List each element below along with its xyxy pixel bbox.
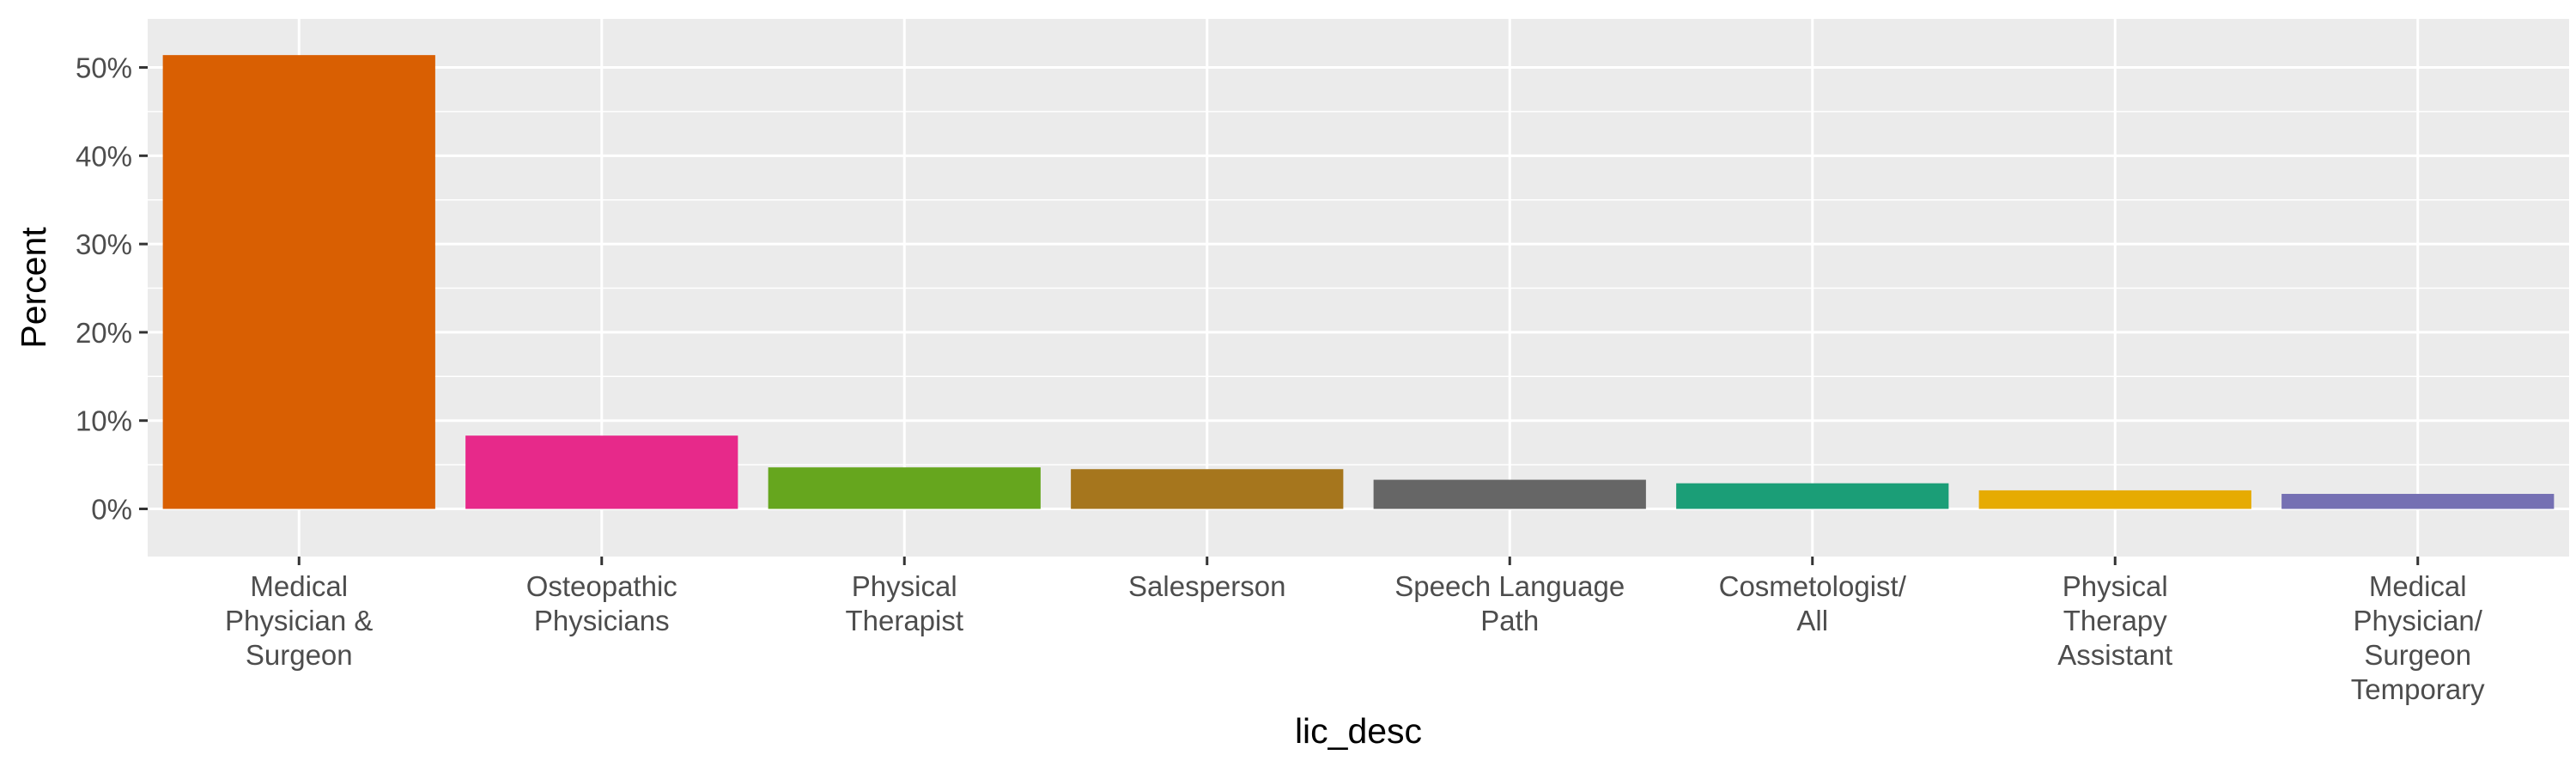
x-tick-label: Physical Therapist xyxy=(845,570,963,636)
bar xyxy=(162,55,435,509)
x-tick-label: Speech Language Path xyxy=(1394,570,1625,636)
x-tick-label-line: Osteopathic xyxy=(526,570,677,602)
x-tick-label-line: Therapist xyxy=(845,605,963,636)
x-tick-label-line: Speech Language xyxy=(1394,570,1625,602)
bar xyxy=(1373,479,1646,509)
x-tick-label-line: Assistant xyxy=(2057,639,2172,671)
x-tick-label-line: Physician & xyxy=(225,605,373,636)
y-tick-label: 50% xyxy=(76,52,132,84)
x-tick-label-line: Cosmetologist/ xyxy=(1719,570,1907,602)
x-tick-label: Medical Physician & Surgeon xyxy=(225,570,373,671)
x-tick-label-line: Physical xyxy=(2063,570,2168,602)
x-tick-label-line: Temporary xyxy=(2351,673,2485,705)
bar xyxy=(1978,490,2251,509)
x-tick-label-line: Surgeon xyxy=(2364,639,2471,671)
y-tick-label: 40% xyxy=(76,140,132,172)
bar xyxy=(465,435,738,509)
x-tick-label-line: Physicians xyxy=(534,605,670,636)
y-tick-label: 30% xyxy=(76,228,132,260)
bar xyxy=(1676,483,1949,509)
x-tick-label-line: Physical xyxy=(852,570,957,602)
y-axis-title: Percent xyxy=(14,227,53,349)
bar xyxy=(1071,469,1344,509)
y-axis: 0% 10% 20% 30% 40% 50% xyxy=(76,52,148,525)
x-axis-title: lic_desc xyxy=(1295,711,1422,751)
x-tick-label-line: Medical xyxy=(250,570,348,602)
bar xyxy=(768,467,1041,509)
x-tick-label: Osteopathic Physicians xyxy=(526,570,677,636)
bars xyxy=(162,55,2555,509)
x-tick-label: Medical Physician/Surgeon Temporary xyxy=(2351,570,2485,705)
x-tick-label: Cosmetologist/All xyxy=(1719,570,1907,636)
grid-major xyxy=(148,19,2569,557)
x-tick-label-line: Medical xyxy=(2369,570,2467,602)
x-tick-label-line: Surgeon xyxy=(246,639,353,671)
bar xyxy=(2281,494,2555,509)
y-tick-label: 20% xyxy=(76,317,132,349)
x-tick-label-line: Physician/ xyxy=(2354,605,2483,636)
x-tick-label-line: Therapy xyxy=(2063,605,2168,636)
x-tick-label: Physical Therapy Assistant xyxy=(2057,570,2172,671)
y-tick-label: 10% xyxy=(76,405,132,437)
x-tick-label-line: Salesperson xyxy=(1128,570,1285,602)
y-tick-label: 0% xyxy=(91,493,132,525)
x-tick-label-line: All xyxy=(1796,605,1828,636)
x-tick-label: Salesperson xyxy=(1128,570,1285,602)
x-tick-label-line: Path xyxy=(1480,605,1539,636)
